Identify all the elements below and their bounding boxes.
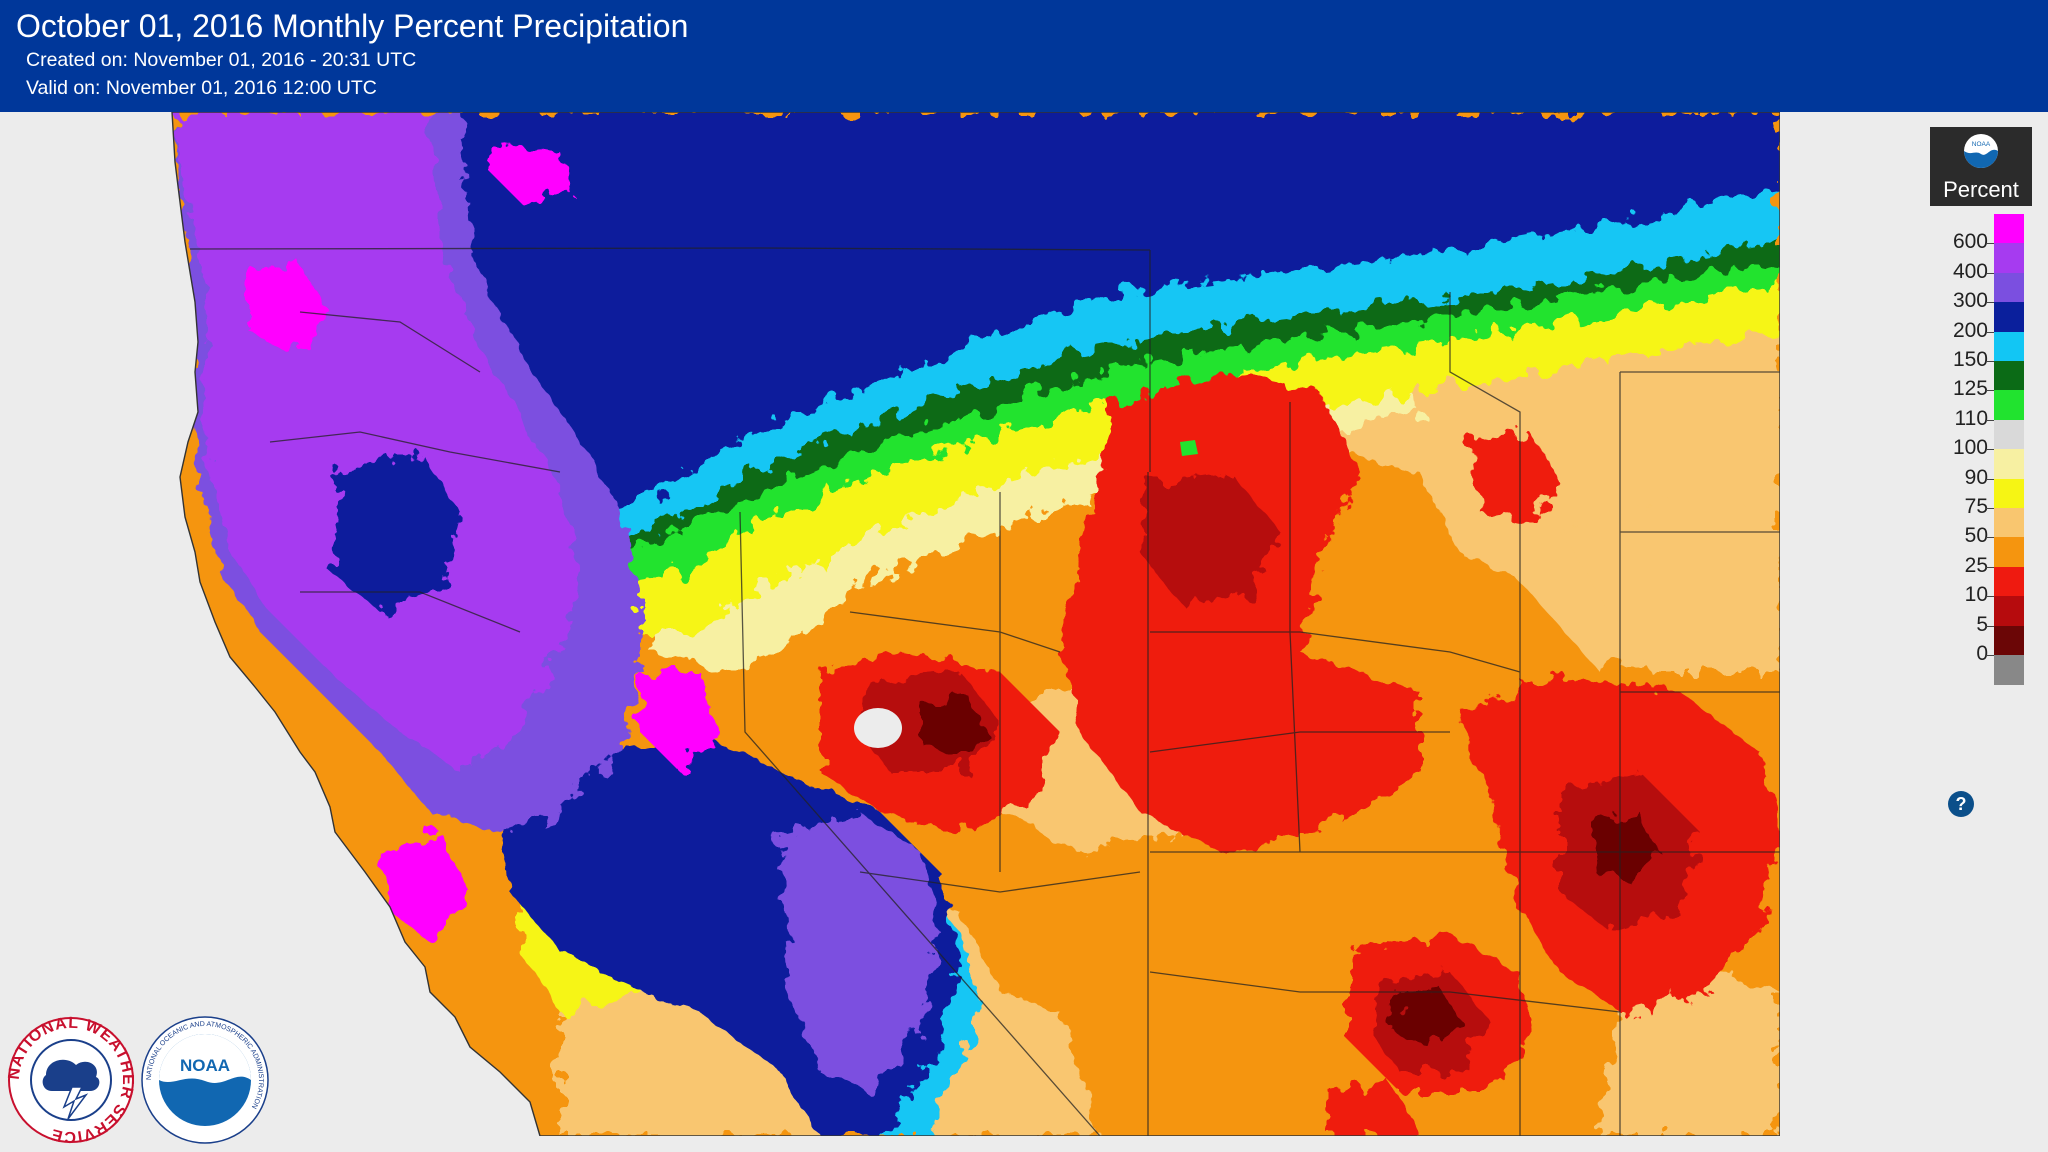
state-line-3 <box>739 511 1101 1136</box>
legend-tick-label: 25 <box>1964 553 1988 577</box>
legend-tick-label: 300 <box>1952 289 1988 313</box>
legend-header: NOAA Percent <box>1930 127 2032 206</box>
legend-swatch <box>1994 214 2024 244</box>
zone-maroon-east <box>1590 812 1660 882</box>
legend-swatch <box>1994 596 2024 627</box>
legend-tick-mark <box>1986 390 1994 392</box>
zone-magenta-ne <box>490 142 570 202</box>
zone-darkred-center <box>1140 472 1280 602</box>
legend-swatch <box>1994 478 2024 509</box>
legend-swatch <box>1994 419 2024 450</box>
zone-magenta-sw <box>380 832 470 942</box>
noaa-logo: NATIONAL OCEANIC AND ATMOSPHERIC ADMINIS… <box>141 1016 269 1144</box>
nws-logo: NATIONAL WEATHER SERVICE <box>6 1015 135 1145</box>
legend-scale: 600 400 300 200 150 125 110 100 90 75 50 25 10 5 0 <box>1930 206 2032 815</box>
legend-tick-mark <box>1986 625 1994 627</box>
legend-unit-label: Percent <box>1943 177 2019 202</box>
state-line-1 <box>189 247 1151 251</box>
precipitation-map-svg <box>171 112 1780 1136</box>
legend-tick-label: 125 <box>1952 377 1988 401</box>
legend-tick-label: 600 <box>1952 230 1988 254</box>
county-boundaries <box>189 247 1780 1136</box>
precipitation-legend: NOAA Percent 600 400 300 200 150 125 110 100 90 7… <box>1930 127 2032 817</box>
legend-tick-label: 5 <box>1976 612 1988 636</box>
legend-tick-mark <box>1986 243 1994 245</box>
legend-swatch <box>1994 625 2024 656</box>
zone-magenta-w <box>250 262 330 352</box>
zone-navy-inner-w <box>330 452 460 612</box>
legend-swatch <box>1994 361 2024 391</box>
map-land <box>172 112 1780 1136</box>
legend-tick-label: 100 <box>1952 436 1988 460</box>
missing-data-blob <box>854 708 902 748</box>
legend-swatch <box>1994 390 2024 421</box>
legend-tick-mark <box>1986 419 1994 421</box>
county-line-e <box>859 871 1141 893</box>
legend-tick-label: 0 <box>1976 642 1988 665</box>
legend-tick-label: 150 <box>1952 348 1988 371</box>
created-date: Created on: November 01, 2016 - 20:31 UT… <box>26 49 417 71</box>
legend-tick-mark <box>1986 302 1994 304</box>
legend-swatch <box>1994 566 2024 597</box>
county-line-c <box>300 591 521 633</box>
zone-magenta-mid <box>640 672 720 772</box>
legend-tick-label: 200 <box>1952 318 1988 342</box>
legend-tick-mark <box>1986 361 1994 362</box>
legend-tick-label: 75 <box>1964 495 1988 518</box>
zone-maroon-south <box>1395 987 1460 1047</box>
legend-tick-mark <box>1986 596 1994 598</box>
legend-tick-mark <box>1986 566 1994 568</box>
legend-tick-label: 10 <box>1964 583 1988 607</box>
zone-tan-east <box>1560 492 1780 672</box>
legend-color-bar <box>1994 214 2024 685</box>
legend-swatch <box>1994 243 2024 274</box>
legend-swatch <box>1994 537 2024 568</box>
zone-maroon-mid <box>920 697 985 757</box>
legend-tick-mark <box>1986 478 1994 480</box>
county-line-h <box>1149 971 1621 1013</box>
legend-swatch <box>1994 331 2024 362</box>
legend-logo-text: NOAA <box>1972 141 1991 148</box>
zone-navy-band <box>440 112 1780 512</box>
legend-swatch <box>1994 655 2024 685</box>
legend-tick-mark <box>1986 655 1994 656</box>
county-line-i <box>1289 402 1301 853</box>
precipitation-map[interactable] <box>0 112 1780 1136</box>
county-line-b <box>269 431 561 473</box>
county-line-g <box>1149 731 1450 753</box>
legend-tick-mark <box>1986 508 1994 509</box>
noaa-icon: NOAA <box>1964 134 1998 168</box>
noaa-logo-text: NOAA <box>180 1056 230 1075</box>
zone-purple-south <box>780 812 940 1092</box>
zone-red-ne <box>1470 432 1560 522</box>
state-line-6 <box>1449 292 1521 1136</box>
legend-tick-label: 90 <box>1964 465 1988 489</box>
legend-swatch <box>1994 508 2024 538</box>
legend-tick-mark <box>1986 272 1994 274</box>
map-header: October 01, 2016 Monthly Percent Precipi… <box>0 0 2048 112</box>
legend-swatch <box>1994 302 2024 333</box>
legend-swatch <box>1994 449 2024 480</box>
legend-tick-mark <box>1986 449 1994 451</box>
legend-swatch <box>1994 272 2024 303</box>
valid-date: Valid on: November 01, 2016 12:00 UTC <box>26 77 377 99</box>
map-title: October 01, 2016 Monthly Percent Precipi… <box>16 8 689 44</box>
cyan-speck-1 <box>1180 440 1198 456</box>
county-line-f <box>1150 631 1521 673</box>
zone-tan-se <box>1600 972 1780 1136</box>
legend-tick-mark <box>1986 331 1994 333</box>
help-button[interactable]: ? <box>1948 791 1974 817</box>
zone-red-se <box>1330 1082 1420 1136</box>
legend-tick-label: 400 <box>1952 259 1988 283</box>
legend-tick-label: 110 <box>1954 406 1988 430</box>
legend-tick-mark <box>1986 537 1994 539</box>
legend-tick-label: 50 <box>1964 524 1988 548</box>
county-line-a <box>299 311 481 373</box>
